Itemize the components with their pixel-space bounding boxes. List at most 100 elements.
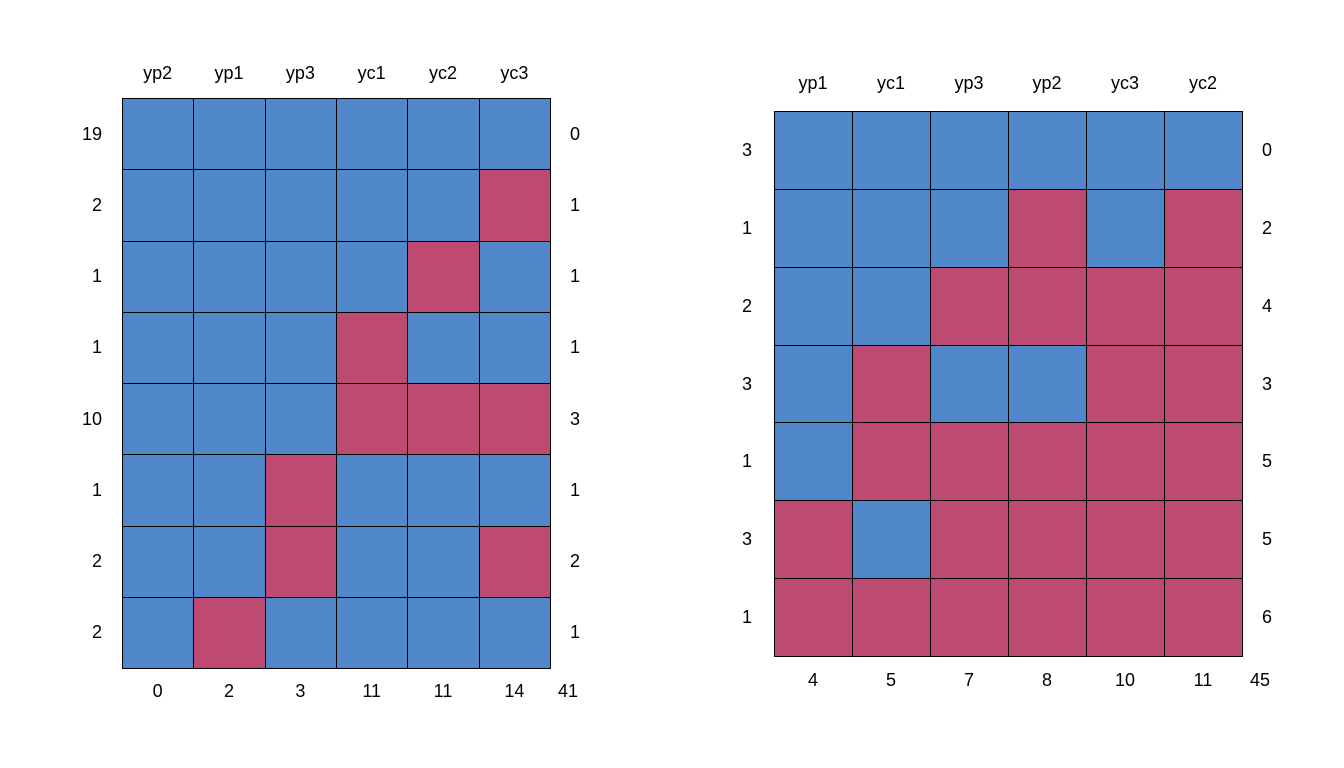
column-missing-count-label: 5 xyxy=(885,670,896,690)
row-count-label: 2 xyxy=(91,551,102,572)
missing-cell xyxy=(1086,578,1165,657)
column-missing-count-label: 7 xyxy=(963,670,974,690)
missing-cell xyxy=(1164,266,1243,346)
column-header-label: yc2 xyxy=(1188,73,1217,93)
missing-cell xyxy=(478,383,551,456)
missing-cell xyxy=(478,169,551,242)
missing-cell xyxy=(1164,344,1243,424)
observed-cell xyxy=(122,240,195,313)
observed-cell xyxy=(774,344,853,424)
observed-cell xyxy=(264,169,337,242)
missing-cell xyxy=(1086,500,1165,580)
missing-cell xyxy=(852,578,931,657)
missing-cell xyxy=(407,240,480,313)
observed-cell xyxy=(1086,188,1165,268)
observed-cell xyxy=(1086,111,1165,190)
observed-cell xyxy=(478,98,551,171)
column-header-label: yc1 xyxy=(876,73,905,93)
observed-cell xyxy=(930,188,1009,268)
row-missing-vars-label: 1 xyxy=(570,479,581,500)
missing-cell xyxy=(1086,422,1165,502)
observed-cell xyxy=(930,111,1009,190)
row-missing-vars-label: 2 xyxy=(1262,217,1273,238)
observed-cell xyxy=(407,311,480,384)
column-header-label: yp1 xyxy=(214,63,244,83)
total-missing-label: 41 xyxy=(558,681,579,701)
observed-cell xyxy=(478,454,551,527)
column-header-label: yp3 xyxy=(285,63,315,83)
observed-cell xyxy=(122,383,195,456)
observed-cell xyxy=(122,311,195,384)
observed-cell xyxy=(1008,111,1087,190)
row-count-label: 1 xyxy=(91,337,102,358)
observed-cell xyxy=(193,169,266,242)
missing-cell xyxy=(930,422,1009,502)
column-missing-count-label: 11 xyxy=(362,681,381,701)
column-header-label: yp2 xyxy=(1032,73,1062,93)
missing-cell xyxy=(407,383,480,456)
missing-cell xyxy=(1164,422,1243,502)
row-count-label: 1 xyxy=(741,217,752,238)
column-header-label: yp1 xyxy=(798,73,828,93)
total-missing-label: 45 xyxy=(1250,670,1271,690)
missing-cell xyxy=(193,596,266,669)
row-missing-vars-label: 6 xyxy=(1262,607,1273,628)
observed-cell xyxy=(122,454,195,527)
column-header-label: yc3 xyxy=(1110,73,1139,93)
missing-cell xyxy=(852,344,931,424)
column-missing-count-label: 8 xyxy=(1041,670,1052,690)
missing-cell xyxy=(1086,344,1165,424)
missing-cell xyxy=(930,266,1009,346)
column-missing-count-label: 11 xyxy=(433,681,453,701)
observed-cell xyxy=(852,266,931,346)
observed-cell xyxy=(407,596,480,669)
row-count-label: 2 xyxy=(91,194,102,215)
observed-cell xyxy=(336,525,409,598)
observed-cell xyxy=(193,240,266,313)
observed-cell xyxy=(774,111,853,190)
column-missing-count-label: 11 xyxy=(1193,670,1213,690)
missing-cell xyxy=(930,578,1009,657)
missing-cell xyxy=(1164,188,1243,268)
observed-cell xyxy=(193,525,266,598)
column-header-label: yp2 xyxy=(143,63,173,83)
observed-cell xyxy=(122,596,195,669)
missing-cell xyxy=(1008,578,1087,657)
missing-cell xyxy=(264,525,337,598)
row-count-label: 1 xyxy=(741,451,752,472)
row-count-label: 2 xyxy=(91,622,102,643)
observed-cell xyxy=(407,98,480,171)
observed-cell xyxy=(193,454,266,527)
row-count-label: 3 xyxy=(741,139,752,160)
observed-cell xyxy=(478,596,551,669)
observed-cell xyxy=(264,383,337,456)
observed-cell xyxy=(264,98,337,171)
missing-cell xyxy=(852,422,931,502)
column-missing-count-label: 2 xyxy=(223,681,234,701)
missing-cell xyxy=(1008,500,1087,580)
observed-cell xyxy=(478,311,551,384)
missing-cell xyxy=(1164,578,1243,657)
column-header-label: yc2 xyxy=(428,63,457,83)
column-missing-count-label: 4 xyxy=(807,670,818,690)
missing-cell xyxy=(336,383,409,456)
observed-cell xyxy=(407,169,480,242)
missing-cell xyxy=(1008,266,1087,346)
observed-cell xyxy=(264,596,337,669)
row-missing-vars-label: 5 xyxy=(1262,529,1273,550)
observed-cell xyxy=(407,454,480,527)
observed-cell xyxy=(122,169,195,242)
observed-cell xyxy=(774,422,853,502)
row-count-label: 3 xyxy=(741,373,752,394)
missing-cell xyxy=(1008,188,1087,268)
column-missing-count-label: 0 xyxy=(152,681,163,701)
observed-cell xyxy=(774,266,853,346)
observed-cell xyxy=(478,240,551,313)
row-missing-vars-label: 1 xyxy=(570,337,581,358)
missing-cell xyxy=(336,311,409,384)
column-missing-count-label: 14 xyxy=(504,681,525,701)
missing-cell xyxy=(264,454,337,527)
observed-cell xyxy=(193,383,266,456)
row-missing-vars-label: 1 xyxy=(570,266,581,287)
row-count-label: 1 xyxy=(741,607,752,628)
